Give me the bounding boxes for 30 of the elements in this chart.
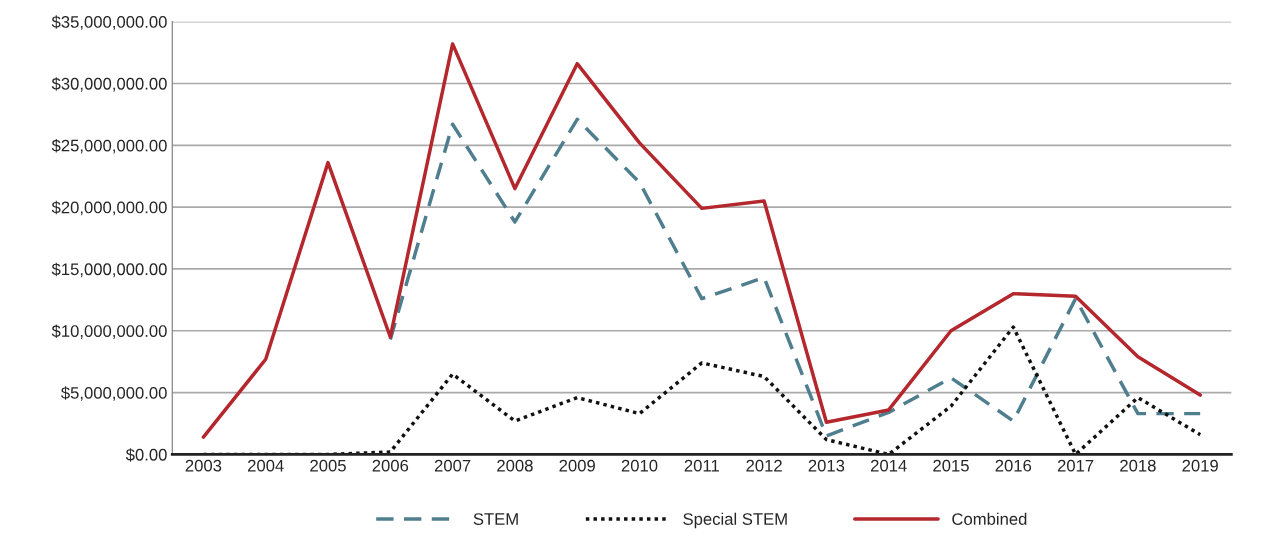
y-tick-label: $10,000,000.00 — [51, 324, 167, 339]
x-tick-label: 2011 — [684, 459, 719, 472]
x-tick-label: 2010 — [621, 459, 658, 472]
x-tick-label: 2005 — [310, 459, 346, 472]
x-tick-label: 2015 — [933, 459, 969, 472]
y-tick-label: $0.00 — [125, 448, 167, 462]
line-series — [388, 117, 1202, 438]
x-tick-label: 2016 — [995, 459, 1032, 472]
x-tick-label: 2008 — [497, 459, 533, 472]
x-tick-label: 2014 — [871, 459, 907, 472]
x-tick-label: 2012 — [746, 459, 782, 472]
x-tick-label: 2019 — [1182, 459, 1218, 472]
legend-label: STEM — [473, 513, 518, 525]
x-tick-label: 2006 — [372, 459, 409, 472]
x-tick-label: 2003 — [185, 459, 222, 472]
line-series — [201, 42, 1202, 439]
x-tick-label: 2004 — [248, 459, 284, 472]
y-tick-label: $15,000,000.00 — [51, 262, 167, 278]
legend-label: Special STEM — [683, 512, 787, 529]
y-tick-label: $30,000,000.00 — [51, 77, 167, 92]
y-tick-label: $35,000,000.00 — [51, 15, 167, 30]
x-tick-label: 2018 — [1120, 459, 1156, 472]
x-tick-label: 2017 — [1057, 459, 1094, 472]
x-tick-label: 2009 — [559, 459, 595, 472]
y-tick-label: $20,000,000.00 — [51, 200, 167, 216]
y-tick-label: $25,000,000.00 — [51, 139, 167, 154]
x-tick-label: 2013 — [808, 459, 845, 472]
legend-label: Combined — [952, 512, 1027, 525]
x-tick-label: 2007 — [434, 459, 471, 472]
y-tick-label: $5,000,000.00 — [61, 386, 167, 401]
